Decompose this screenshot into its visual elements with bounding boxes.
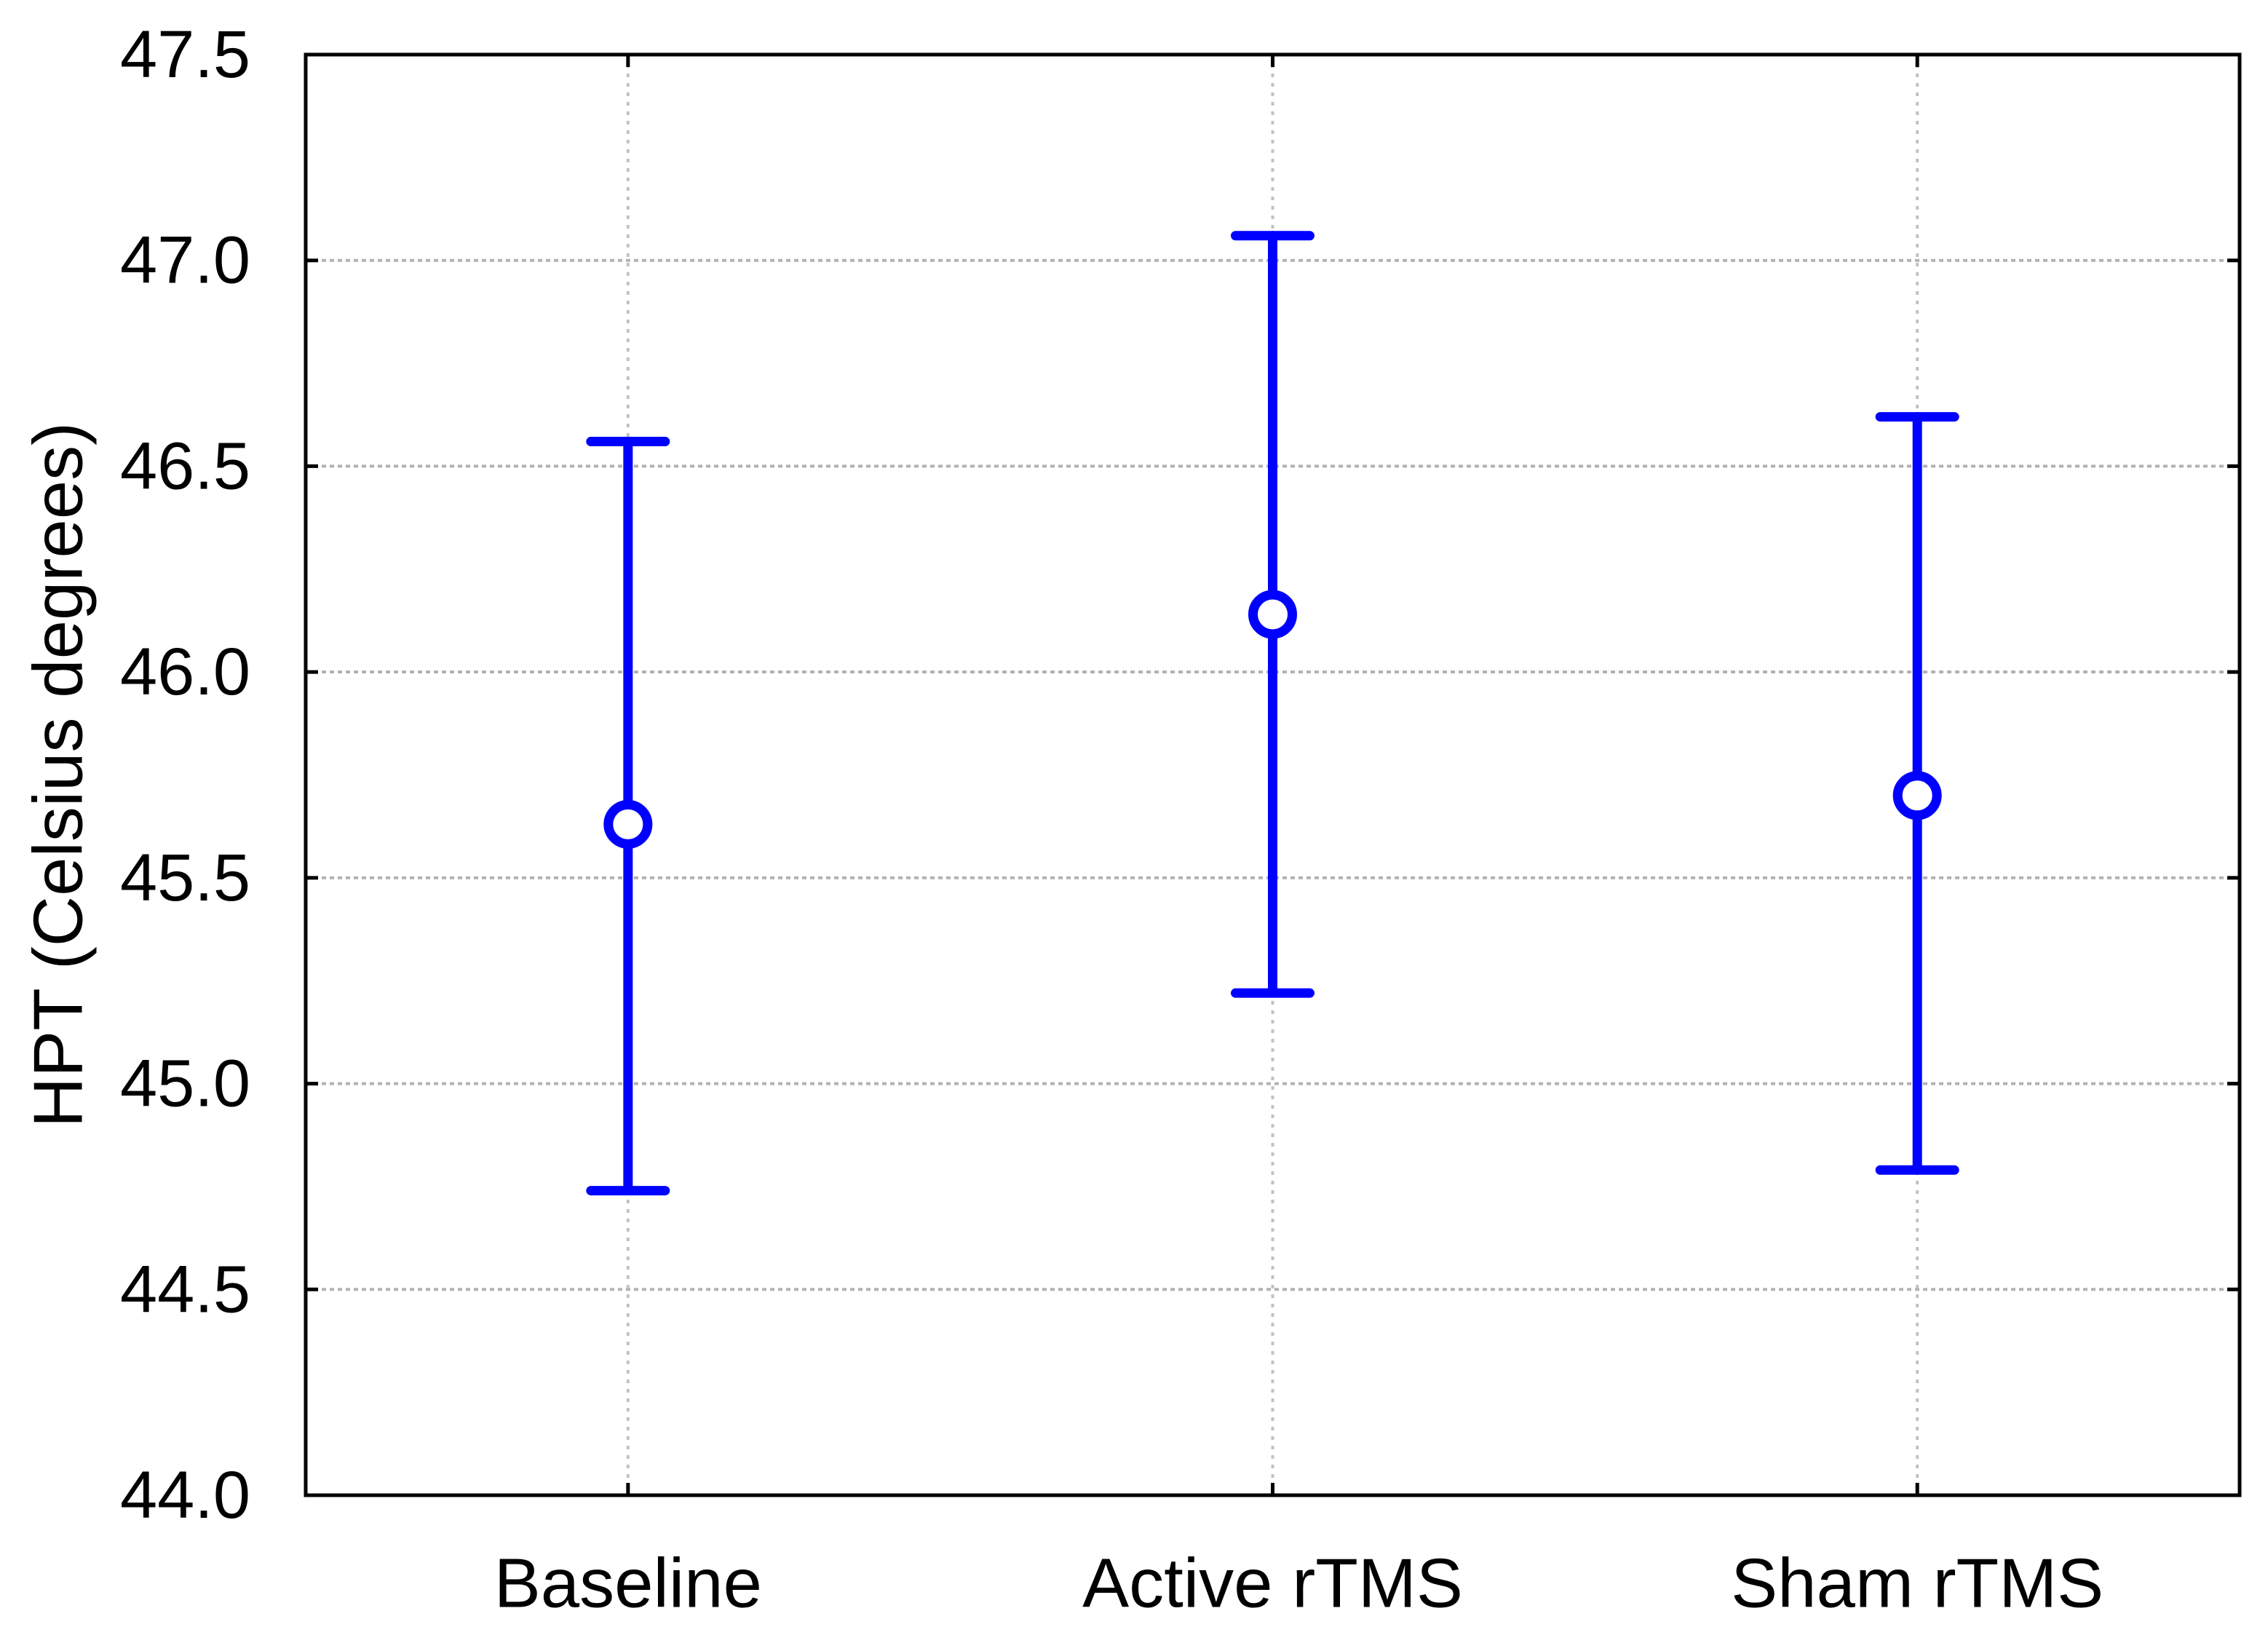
y-tick-label: 45.0 [120,1047,250,1121]
y-tick-label: 44.0 [120,1458,250,1532]
mean-marker-sham-rtms [1892,771,1942,820]
mean-marker-baseline [603,799,653,849]
y-tick-label: 47.0 [120,223,250,298]
y-tick-label: 47.5 [120,17,250,92]
x-tick-label: Sham rTMS [1731,1545,2104,1623]
y-axis-title: HPT (Celsius degrees) [20,422,98,1128]
mean-marker-active-rtms [1248,590,1297,639]
x-tick-label: Baseline [494,1545,762,1623]
y-tick-label: 46.5 [120,429,250,503]
y-tick-label: 46.0 [120,635,250,709]
x-tick-label: Active rTMS [1082,1545,1463,1623]
y-tick-label: 44.5 [120,1252,250,1326]
y-tick-label: 45.5 [120,841,250,915]
